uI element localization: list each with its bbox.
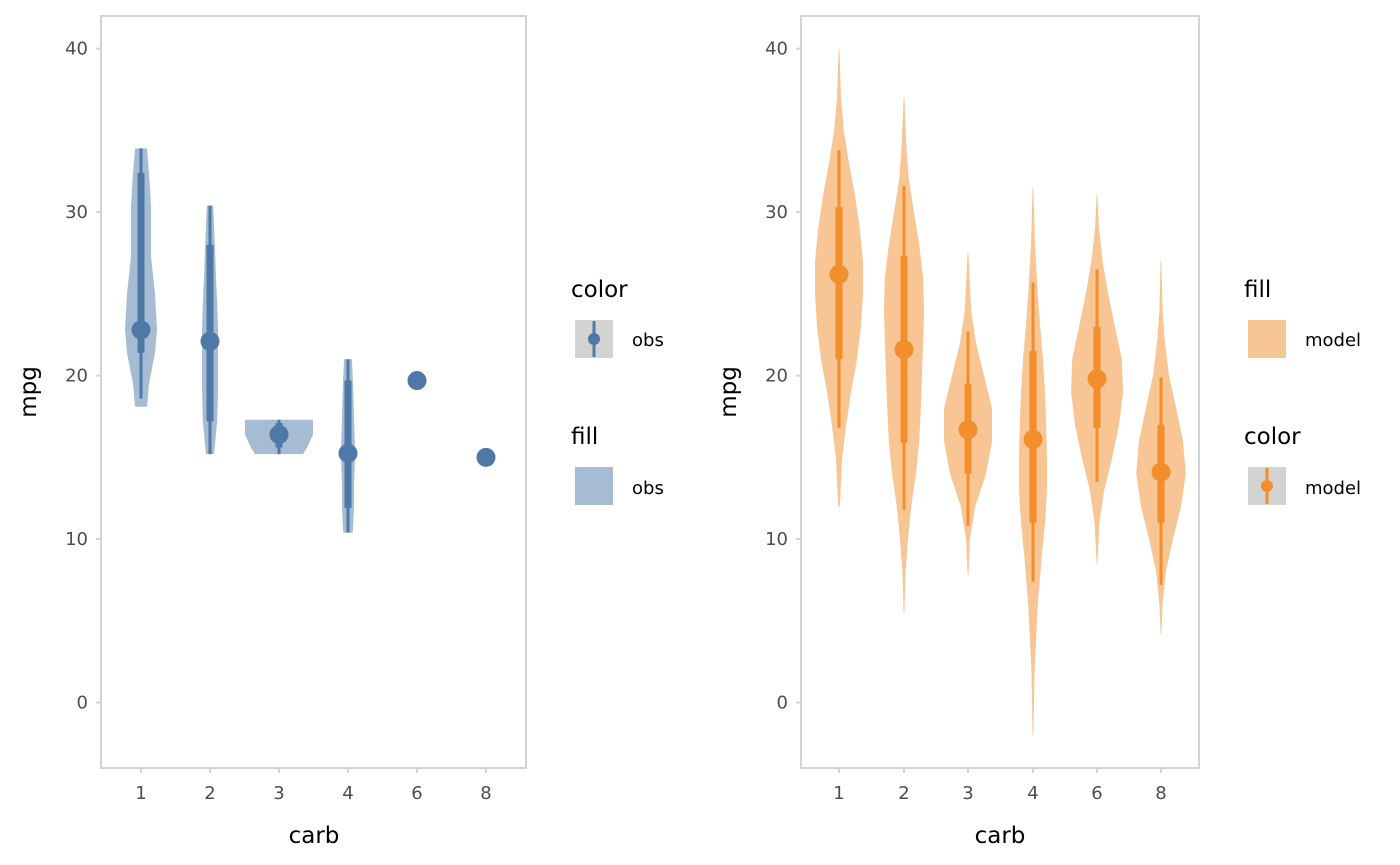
y-tick-labels: 0 10 20 30 40 xyxy=(765,39,801,714)
x-tick-label: 1 xyxy=(833,783,844,804)
y-tick-label: 30 xyxy=(65,202,88,223)
median-point-1 xyxy=(131,320,151,340)
legend-title-color: color xyxy=(571,277,628,303)
y-tick-label: 40 xyxy=(65,39,88,60)
legend-key-fill xyxy=(575,467,613,505)
legend-label-fill: model xyxy=(1305,330,1361,351)
legend-title-color: color xyxy=(1244,424,1301,450)
median-point-4 xyxy=(338,443,358,463)
y-axis-title: mpg xyxy=(716,366,742,418)
y-tick-label: 10 xyxy=(65,529,88,550)
legend-title-fill: fill xyxy=(1244,277,1271,303)
x-tick-label: 3 xyxy=(273,783,284,804)
panel-background xyxy=(100,15,527,769)
x-tick-label: 6 xyxy=(411,783,422,804)
chart-model: 0 10 20 30 40 1 2 3 4 6 8 carb mpg fill model col… xyxy=(716,15,1361,849)
legend-key-point xyxy=(1261,480,1273,492)
y-tick-label: 0 xyxy=(77,693,88,714)
median-point-2 xyxy=(894,339,914,359)
legend: fill model color model xyxy=(1244,277,1361,505)
x-axis-title: carb xyxy=(975,823,1026,849)
legend-title-fill: fill xyxy=(571,424,598,450)
x-tick-label: 2 xyxy=(204,783,215,804)
y-axis-title: mpg xyxy=(16,366,42,418)
y-tick-label: 40 xyxy=(765,39,788,60)
x-tick-label: 1 xyxy=(135,783,146,804)
x-tick-label: 4 xyxy=(342,783,353,804)
x-tick-label: 3 xyxy=(962,783,973,804)
y-tick-label: 0 xyxy=(777,693,788,714)
legend-label-color: obs xyxy=(632,330,664,351)
median-point-3 xyxy=(269,425,289,445)
x-tick-label: 8 xyxy=(1155,783,1166,804)
legend-key-fill xyxy=(1248,320,1286,358)
x-tick-label: 2 xyxy=(898,783,909,804)
legend-label-color: model xyxy=(1305,478,1361,499)
x-tick-labels: 1 2 3 4 6 8 xyxy=(833,768,1167,804)
plot-marks xyxy=(125,148,496,533)
legend-key-point xyxy=(588,333,600,345)
legend-label-fill: obs xyxy=(632,478,664,499)
y-tick-label: 20 xyxy=(765,366,788,387)
x-tick-labels: 1 2 3 4 6 8 xyxy=(135,768,492,804)
median-point-8 xyxy=(476,447,496,467)
y-tick-label: 20 xyxy=(65,366,88,387)
median-point-1 xyxy=(829,264,849,284)
median-point-4 xyxy=(1023,429,1043,449)
x-tick-label: 8 xyxy=(480,783,491,804)
x-tick-label: 4 xyxy=(1027,783,1038,804)
x-axis-title: carb xyxy=(289,823,340,849)
y-tick-label: 30 xyxy=(765,202,788,223)
median-point-6 xyxy=(407,371,427,391)
y-tick-labels: 0 10 20 30 40 xyxy=(65,39,101,714)
median-point-6 xyxy=(1087,369,1107,389)
panel-background xyxy=(800,15,1200,769)
chart-obs: 0 10 20 30 40 1 2 3 4 6 8 carb mpg color obs fill… xyxy=(16,15,664,849)
y-tick-label: 10 xyxy=(765,529,788,550)
plot-marks xyxy=(815,48,1186,736)
legend: color obs fill obs xyxy=(571,277,664,505)
median-point-8 xyxy=(1151,462,1171,482)
median-point-3 xyxy=(958,420,978,440)
x-tick-label: 6 xyxy=(1091,783,1102,804)
median-point-2 xyxy=(200,331,220,351)
